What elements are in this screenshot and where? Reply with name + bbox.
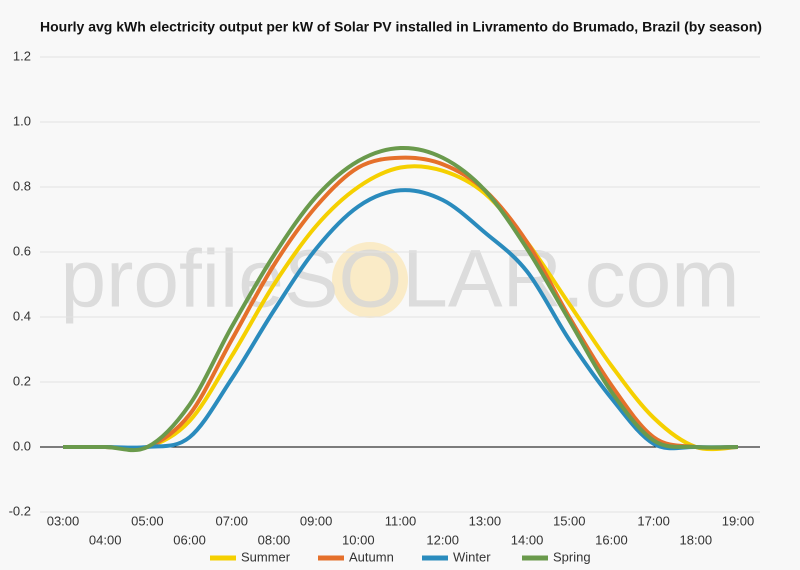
line-series [63,145,739,453]
chart-title: Hourly avg kWh electricity output per kW… [40,19,762,35]
x-tick-label: 16:00 [595,532,628,547]
x-tick-label: 19:00 [722,513,755,528]
line-series [63,188,739,451]
y-tick-label: 0.4 [13,308,31,323]
y-tick-label: 0.0 [13,438,31,453]
y-tick-label: -0.2 [9,503,31,518]
line-series [63,164,739,452]
x-tick-label: 04:00 [89,532,122,547]
x-tick-label: 18:00 [680,532,713,547]
y-tick-label: 1.0 [13,113,31,128]
legend-label: Spring [553,549,591,564]
x-tick-label: 05:00 [131,513,164,528]
y-tick-label: 1.2 [13,48,31,63]
x-tick-label: 10:00 [342,532,375,547]
x-tick-label: 03:00 [47,513,80,528]
x-tick-label: 15:00 [553,513,586,528]
x-tick-label: 06:00 [173,532,206,547]
x-tick-label: 11:00 [385,513,417,528]
x-tick-label: 12:00 [426,532,459,547]
y-tick-label: 0.2 [13,373,31,388]
x-tick-label: 07:00 [215,513,248,528]
x-tick-label: 09:00 [300,513,333,528]
x-tick-label: 17:00 [637,513,670,528]
x-tick-label: 08:00 [258,532,291,547]
y-tick-label: 0.6 [13,243,31,258]
watermark: profileSOLAR.com [60,234,739,325]
x-tick-label: 14:00 [511,532,544,547]
watermark-sun [332,242,408,318]
y-tick-label: 0.8 [13,178,31,193]
legend-label: Summer [241,549,291,564]
legend-label: Winter [453,549,491,564]
x-tick-label: 13:00 [469,513,502,528]
line-series [63,155,739,452]
legend-label: Autumn [349,549,394,564]
